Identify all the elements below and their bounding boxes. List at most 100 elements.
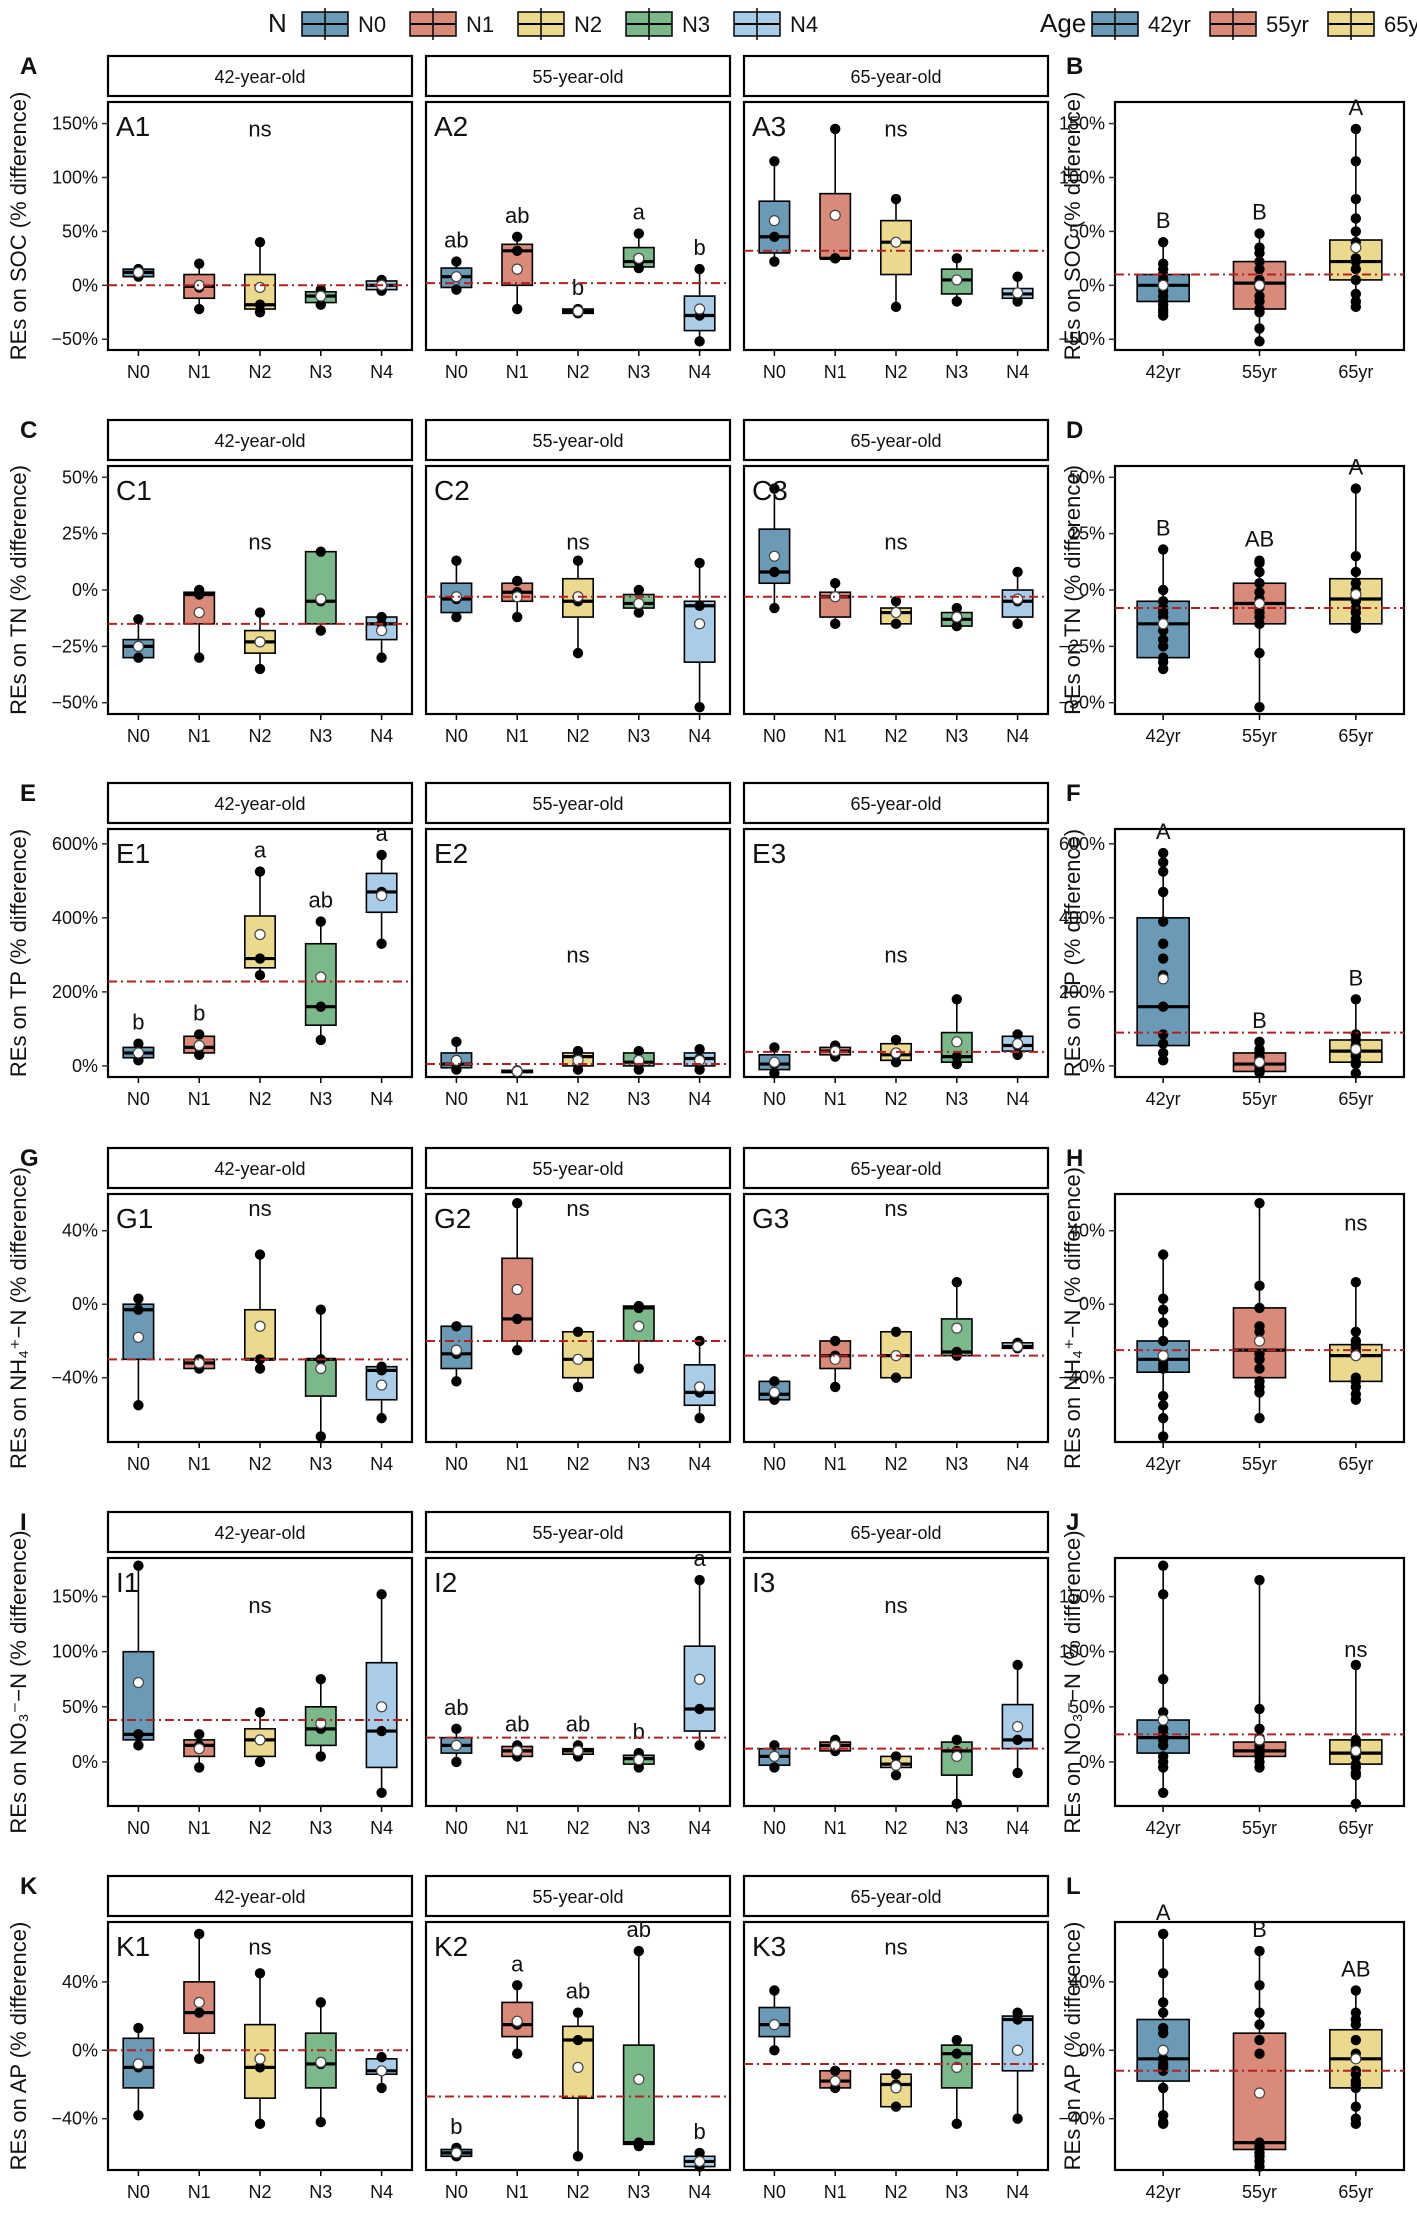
data-point xyxy=(451,256,462,267)
data-point xyxy=(254,866,266,877)
mean-marker xyxy=(511,2015,523,2027)
x-tick-label: N0 xyxy=(763,2182,786,2202)
box-N0 xyxy=(440,555,473,623)
y-tick-label: −40% xyxy=(1058,2109,1105,2129)
data-point xyxy=(133,1304,144,1315)
mean-marker xyxy=(768,550,781,562)
mean-marker xyxy=(768,215,781,227)
x-tick-label: 65yr xyxy=(1338,1454,1373,1474)
significance-label: ab xyxy=(309,888,333,913)
y-axis-title-age: REs on TN (% difference) xyxy=(1060,465,1085,715)
significance-label: b xyxy=(693,2119,705,2144)
data-point xyxy=(1350,156,1362,167)
data-point xyxy=(254,1707,266,1718)
x-tick-label: N2 xyxy=(884,1454,907,1474)
legend-n-title: N xyxy=(268,8,287,38)
mean-marker xyxy=(890,1759,902,1771)
data-point xyxy=(769,1985,780,1996)
x-tick-label: N3 xyxy=(945,2182,968,2202)
box-N3 xyxy=(622,584,655,618)
box-N4 xyxy=(1001,1659,1034,1779)
box-42yr xyxy=(1136,544,1190,675)
y-tick-label: −50% xyxy=(1058,693,1105,713)
box-N0 xyxy=(440,1321,473,1387)
ns-label: ns xyxy=(566,942,589,967)
data-point xyxy=(1254,2034,1265,2046)
data-point xyxy=(1350,2101,1362,2112)
panel-frame xyxy=(742,1920,1050,2172)
data-point xyxy=(951,1346,962,1358)
box-N1 xyxy=(183,1928,216,2065)
age-panel-D: D B 42yr AB 55yr A 65yr −50% −25% 0% 25% 50%REs on … xyxy=(1058,417,1406,746)
box-N1 xyxy=(501,231,534,315)
data-point xyxy=(1012,296,1023,307)
box-N0 xyxy=(122,614,155,663)
box-N3 xyxy=(940,602,973,632)
legend: N N0 N1 N2 N3 N4 Age 42yr 55yr 65yr xyxy=(268,8,1417,40)
data-point xyxy=(1254,323,1265,334)
significance-label: a xyxy=(375,821,388,846)
mean-marker xyxy=(315,1362,327,1375)
x-tick-label: N1 xyxy=(188,2182,211,2202)
strip xyxy=(742,54,1050,98)
data-point xyxy=(572,2007,584,2018)
data-point xyxy=(1157,544,1169,555)
data-point xyxy=(376,1412,387,1424)
x-tick-label: N2 xyxy=(566,2182,589,2202)
x-tick-label: N2 xyxy=(884,362,907,382)
facet-label: C3 xyxy=(752,475,788,506)
data-point xyxy=(633,607,644,618)
data-point xyxy=(1350,2007,1362,2018)
data-point xyxy=(1157,1038,1169,1049)
ns-label: ns xyxy=(566,529,589,554)
x-tick-label: 55yr xyxy=(1242,1454,1277,1474)
x-tick-label: N4 xyxy=(370,1454,393,1474)
facet-label: A2 xyxy=(434,111,468,142)
data-point xyxy=(376,1725,387,1737)
data-point xyxy=(1012,1029,1023,1040)
significance-label: b xyxy=(633,1719,645,1744)
y-tick-label: −50% xyxy=(51,693,98,713)
x-tick-label: N2 xyxy=(248,1089,271,1109)
x-tick-label: N4 xyxy=(1006,362,1029,382)
data-point xyxy=(694,600,705,611)
data-point xyxy=(830,123,841,135)
significance-label: B xyxy=(1156,208,1171,233)
facet-label: G3 xyxy=(752,1203,789,1234)
box-65yr xyxy=(1329,1985,1383,2130)
significance-label: A xyxy=(1348,455,1363,480)
mean-marker xyxy=(633,2073,645,2085)
y-axis-title: REs on NH₄⁺−N (% difference) xyxy=(6,1167,31,1469)
panel-letter-B: B xyxy=(1066,53,1083,80)
mean-marker xyxy=(450,271,462,283)
box-N2 xyxy=(879,596,912,630)
strip xyxy=(424,418,732,462)
data-point xyxy=(133,1740,144,1751)
box-N4 xyxy=(683,1044,716,1075)
x-tick-label: N3 xyxy=(309,726,332,746)
data-point xyxy=(1350,1389,1362,1400)
mean-marker xyxy=(633,1054,645,1066)
x-tick-label: N0 xyxy=(445,1818,468,1838)
mean-marker xyxy=(193,279,205,291)
mean-marker xyxy=(254,2053,266,2065)
data-point xyxy=(1157,938,1169,949)
data-point xyxy=(694,1574,705,1586)
data-point xyxy=(1012,271,1023,282)
x-tick-label: N0 xyxy=(445,2182,468,2202)
y-tick-label: 0% xyxy=(1079,1294,1105,1314)
y-tick-label: −40% xyxy=(51,1368,98,1388)
data-point xyxy=(1157,1968,1169,1979)
box-N0 xyxy=(122,1293,155,1411)
data-point xyxy=(1157,1335,1169,1347)
facet-label: A1 xyxy=(116,111,150,142)
ns-label: ns xyxy=(1344,1211,1367,1236)
y-tick-label: 0% xyxy=(72,2040,98,2060)
panel-letter-K: K xyxy=(20,1873,38,1900)
mean-marker xyxy=(951,611,963,623)
x-tick-label: 65yr xyxy=(1338,726,1373,746)
box-N4 xyxy=(683,263,716,347)
data-point xyxy=(1254,1321,1265,1332)
y-tick-label: 400% xyxy=(1059,908,1105,928)
data-point xyxy=(572,555,584,566)
